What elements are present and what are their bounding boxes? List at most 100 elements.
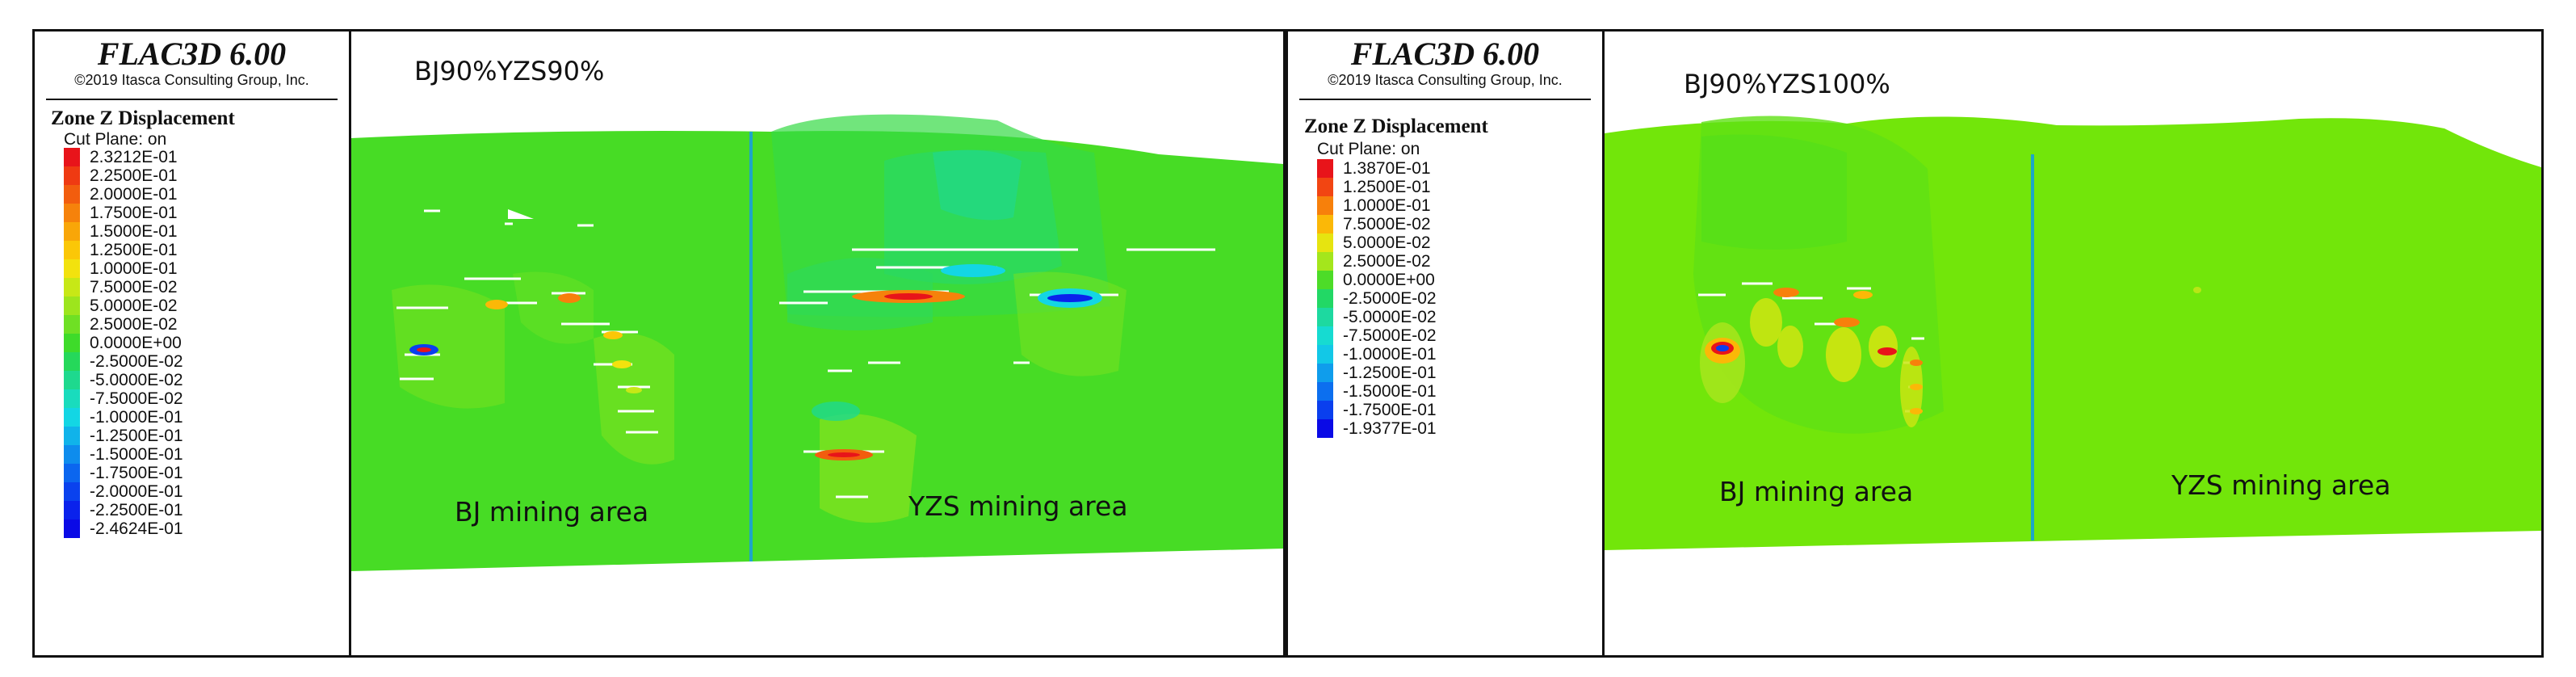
legend-row: -7.5000E-02 [64, 389, 183, 408]
legend-swatch [1317, 159, 1333, 178]
legend-value: 2.5000E-02 [90, 315, 178, 334]
legend-value: 7.5000E-02 [1343, 215, 1431, 233]
legend-value: -2.4624E-01 [90, 519, 183, 538]
legend-row: 1.7500E-01 [64, 204, 178, 222]
legend-row: 2.2500E-01 [64, 166, 178, 185]
legend-value: -1.9377E-01 [1343, 419, 1437, 438]
legend-swatch [64, 204, 80, 222]
legend-row: -2.2500E-01 [64, 501, 183, 519]
legend-value: 2.2500E-01 [90, 166, 178, 185]
legend-value: -2.5000E-02 [90, 352, 183, 371]
legend-swatch [64, 408, 80, 427]
area-label-yzs: YZS mining area [2171, 469, 2391, 501]
cut-plane-status: Cut Plane: on [64, 130, 167, 149]
legend-value: -1.0000E-01 [1343, 345, 1437, 364]
legend-row: -1.2500E-01 [64, 427, 183, 445]
legend-swatch [1317, 345, 1333, 364]
legend-swatch [64, 464, 80, 482]
legend-row: -1.5000E-01 [1317, 382, 1437, 401]
case-label: BJ90%YZS100% [1684, 69, 1890, 99]
legend-row: -7.5000E-02 [1317, 326, 1437, 345]
legend-row: -2.5000E-02 [1317, 289, 1437, 308]
legend-value: 7.5000E-02 [90, 278, 178, 296]
legend-swatch [64, 222, 80, 241]
legend-value: -1.5000E-01 [1343, 382, 1437, 401]
area-label-bj: BJ mining area [1719, 476, 1914, 507]
displacement-plot-1: BJ90%YZS90% BJ mining area YZS mining ar… [351, 32, 1283, 655]
legend-row: 1.5000E-01 [64, 222, 178, 241]
legend-row: -1.0000E-01 [64, 408, 183, 427]
legend-value: 1.2500E-01 [1343, 178, 1431, 196]
legend-value: -1.0000E-01 [90, 408, 183, 427]
legend-row: 0.0000E+00 [64, 334, 182, 352]
contour-zone [1013, 271, 1126, 376]
legend-divider [1299, 99, 1591, 100]
legend-row: -1.7500E-01 [1317, 401, 1437, 419]
legend-panel-1: FLAC3D 6.00 ©2019 Itasca Consulting Grou… [35, 32, 351, 655]
legend-value: 5.0000E-02 [1343, 233, 1431, 252]
contour-zone [933, 149, 1022, 221]
legend-swatch [64, 389, 80, 408]
flac3d-panel-1: FLAC3D 6.00 ©2019 Itasca Consulting Grou… [32, 29, 1286, 658]
legend-value: -1.5000E-01 [90, 445, 183, 464]
copyright-notice: ©2019 Itasca Consulting Group, Inc. [1328, 72, 1563, 88]
legend-value: 1.7500E-01 [90, 204, 178, 222]
legend-value: 2.5000E-02 [1343, 252, 1431, 271]
legend-value: -1.2500E-01 [90, 427, 183, 445]
legend-swatch [1317, 271, 1333, 289]
legend-quantity-title: Zone Z Displacement [1304, 116, 1488, 137]
legend-swatch [1317, 178, 1333, 196]
legend-row: 1.2500E-01 [1317, 178, 1431, 196]
legend-swatch [64, 334, 80, 352]
app-title: FLAC3D 6.00 [97, 36, 287, 72]
legend-value: 1.5000E-01 [90, 222, 178, 241]
legend-swatch [1317, 252, 1333, 271]
displacement-hotspots [409, 264, 1102, 460]
area-label-yzs: YZS mining area [908, 490, 1128, 522]
legend-row: 7.5000E-02 [64, 278, 178, 296]
legend-swatch [1317, 308, 1333, 326]
legend-swatch [64, 427, 80, 445]
contour-zone [513, 271, 594, 344]
legend-row: 2.3212E-01 [64, 148, 178, 166]
legend-row: -5.0000E-02 [1317, 308, 1437, 326]
displacement-plot-2: BJ90%YZS100% BJ mining area YZS mining a… [1605, 32, 2541, 655]
area-label-bj: BJ mining area [455, 496, 649, 528]
legend-value: -1.7500E-01 [1343, 401, 1437, 419]
legend-swatch [1317, 382, 1333, 401]
legend-swatch [1317, 401, 1333, 419]
legend-row: 1.0000E-01 [1317, 196, 1431, 215]
case-label: BJ90%YZS90% [414, 56, 605, 86]
contour-plot-svg [1605, 116, 2541, 550]
flac3d-panel-2: FLAC3D 6.00 ©2019 Itasca Consulting Grou… [1286, 29, 2544, 658]
legend-value: 1.0000E-01 [90, 259, 178, 278]
legend-row: 7.5000E-02 [1317, 215, 1431, 233]
mining-seams [508, 209, 534, 219]
legend-swatch [64, 482, 80, 501]
legend-value: 1.2500E-01 [90, 241, 178, 259]
contour-zone [1701, 134, 1847, 250]
legend-row: 1.0000E-01 [64, 259, 178, 278]
legend-value: 0.0000E+00 [90, 334, 182, 352]
legend-swatch [64, 371, 80, 389]
legend-value: -1.2500E-01 [1343, 364, 1437, 382]
legend-swatch [64, 296, 80, 315]
legend-swatch [64, 278, 80, 296]
legend-value: 5.0000E-02 [90, 296, 178, 315]
legend-swatch [64, 185, 80, 204]
legend-row: -1.2500E-01 [1317, 364, 1437, 382]
legend-row: 2.5000E-02 [1317, 252, 1431, 271]
legend-swatch [64, 259, 80, 278]
legend-row: -2.0000E-01 [64, 482, 183, 501]
legend-quantity-title: Zone Z Displacement [51, 107, 235, 129]
legend-value: -2.5000E-02 [1343, 289, 1437, 308]
legend-row: 1.2500E-01 [64, 241, 178, 259]
legend-swatch [1317, 419, 1333, 438]
legend-row: 5.0000E-02 [64, 296, 178, 315]
legend-row: -1.0000E-01 [1317, 345, 1437, 364]
legend-value: 1.3870E-01 [1343, 159, 1431, 178]
legend-value: 2.3212E-01 [90, 148, 178, 166]
legend-panel-2: FLAC3D 6.00 ©2019 Itasca Consulting Grou… [1288, 32, 1605, 655]
legend-swatch [64, 241, 80, 259]
legend-swatch [64, 315, 80, 334]
